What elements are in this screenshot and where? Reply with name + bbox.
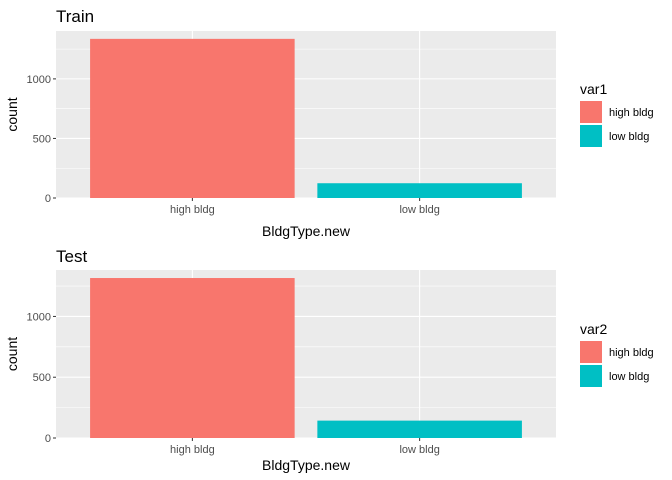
bar-high-bldg [90,38,295,198]
legend-label-low-bldg: low bldg [609,371,649,383]
bar-low-bldg [317,420,522,438]
x-tick-labels: high bldg low bldg [170,198,440,216]
y-tick-label: 500 [33,372,51,384]
x-tick-label: low bldg [399,444,439,456]
train-chart: Train 0 500 1000 high bldg low bldg BldgTyp… [4,7,654,239]
bars [90,38,522,198]
legend-label-low-bldg: low bldg [609,131,649,143]
legend-label-high-bldg: high bldg [609,107,654,119]
legend-key-high-bldg [580,101,602,123]
bar-high-bldg [90,278,295,438]
y-tick-labels: 0 500 1000 [27,311,56,445]
x-tick-label: high bldg [170,204,215,216]
legend: var2 high bldg low bldg [580,321,654,387]
y-tick-labels: 0 500 1000 [27,74,56,205]
x-tick-labels: high bldg low bldg [170,438,440,456]
legend-key-low-bldg [580,365,602,387]
y-tick-label: 0 [45,193,51,205]
legend-title: var2 [580,321,607,337]
x-axis-title: BldgType.new [262,223,351,239]
y-axis-title: count [4,97,20,131]
test-chart: Test 0 500 1000 high bldg low bldg BldgType… [4,247,654,473]
chart-title: Train [56,7,94,26]
y-tick-label: 0 [45,433,51,445]
x-tick-label: high bldg [170,444,215,456]
y-tick-label: 1000 [27,311,51,323]
y-tick-label: 500 [33,133,51,145]
x-tick-label: low bldg [399,204,439,216]
legend-title: var1 [580,81,607,97]
legend-key-low-bldg [580,125,602,147]
legend-label-high-bldg: high bldg [609,347,654,359]
bars [90,278,522,438]
y-tick-label: 1000 [27,74,51,86]
bar-low-bldg [317,183,522,198]
x-axis-title: BldgType.new [262,457,351,473]
legend: var1 high bldg low bldg [580,81,654,147]
y-axis-title: count [4,337,20,371]
legend-key-high-bldg [580,341,602,363]
chart-title: Test [56,247,87,266]
